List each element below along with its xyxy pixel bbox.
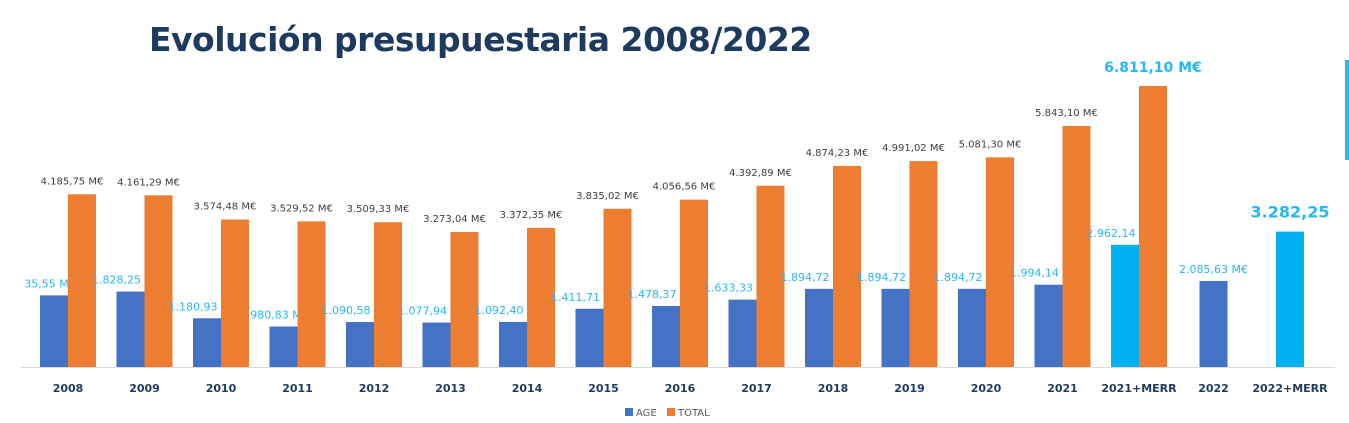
bar-total-2011 — [297, 221, 326, 367]
bar-total-2015 — [603, 208, 632, 367]
bar-total-2013 — [450, 231, 479, 367]
x-tick-label-2016: 2016 — [665, 382, 696, 395]
label-total-2015: 3.835,02 M€ — [576, 191, 639, 202]
label-total-2016: 4.056,56 M€ — [653, 182, 716, 193]
bar-total-2021+MERR — [1139, 86, 1167, 367]
bar-total-2014 — [527, 227, 555, 367]
bar-total-2021 — [1062, 125, 1091, 367]
bar-age-2016 — [652, 306, 680, 367]
x-tick-label-2011: 2011 — [282, 382, 313, 395]
label-total-2019: 4.991,02 M€ — [882, 143, 945, 154]
bar-age-2009 — [116, 291, 145, 367]
label-age-2020: 1.894,72 M€ — [934, 271, 1003, 284]
bar-total-2012 — [374, 222, 402, 367]
bar-total-2017 — [756, 185, 785, 367]
x-tick-label-2015: 2015 — [588, 382, 619, 395]
label-age-2022+MERR: 3.282,25 — [1251, 203, 1330, 222]
label-total-2010: 3.574,48 M€ — [194, 202, 257, 213]
x-tick-label-2013: 2013 — [435, 382, 466, 395]
legend-label-age: AGE — [636, 408, 657, 419]
bar-age-2022 — [1199, 280, 1228, 367]
bar-age-2018 — [805, 288, 833, 367]
label-age-2017: 1.633,33 M€ — [704, 282, 773, 295]
label-total-2021+MERR: 6.811,10 M€ — [1104, 60, 1202, 76]
x-tick-label-2014: 2014 — [512, 382, 543, 395]
label-total-2014: 3.372,35 M€ — [500, 210, 563, 221]
label-total-2009: 4.161,29 M€ — [117, 177, 180, 188]
label-age-2009: 1.828,25 M€ — [92, 274, 161, 287]
label-total-2020: 5.081,30 M€ — [959, 139, 1022, 150]
label-age-2021: 1.994,14 M€ — [1010, 267, 1079, 280]
bar-age-2021+MERR — [1111, 244, 1139, 367]
bar-age-2013 — [422, 322, 451, 367]
bar-age-2011 — [269, 326, 298, 367]
bar-age-2022+MERR — [1276, 231, 1304, 367]
label-total-2012: 3.509,33 M€ — [347, 204, 410, 215]
x-tick-label-2009: 2009 — [129, 382, 160, 395]
bar-total-2019 — [909, 161, 938, 367]
bar-total-2016 — [680, 199, 708, 367]
bar-age-2010 — [193, 318, 221, 367]
bar-total-2018 — [833, 165, 861, 367]
bar-age-2021 — [1034, 284, 1063, 367]
label-age-2016: 1.478,37 M€ — [628, 288, 697, 301]
bar-total-2008 — [68, 194, 96, 367]
bar-age-2019 — [881, 288, 910, 367]
label-age-2010: 1.180,93 M€ — [169, 300, 238, 313]
x-tick-label-2020: 2020 — [971, 382, 1002, 395]
x-tick-label-2022: 2022 — [1198, 382, 1229, 395]
x-tick-label-2012: 2012 — [359, 382, 390, 395]
x-tick-label-2017: 2017 — [741, 382, 772, 395]
x-tick-label-2010: 2010 — [206, 382, 237, 395]
label-age-2012: 1.090,58 M€ — [322, 304, 391, 317]
x-tick-label-2018: 2018 — [818, 382, 849, 395]
bar-total-2009 — [144, 195, 173, 367]
bar-total-2010 — [221, 219, 249, 367]
label-total-2008: 4.185,75 M€ — [41, 176, 104, 187]
bar-age-2008 — [40, 295, 68, 367]
x-tick-label-2022+MERR: 2022+MERR — [1252, 382, 1328, 395]
label-age-2019: 1.894,72 M€ — [857, 271, 926, 284]
label-total-2021: 5.843,10 M€ — [1035, 108, 1098, 119]
bar-total-2020 — [986, 157, 1014, 367]
bar-age-2012 — [346, 322, 374, 367]
label-age-2014: 1.092,40 M€ — [475, 304, 544, 317]
label-total-2011: 3.529,52 M€ — [270, 203, 333, 214]
label-age-2021+MERR: 2.962,14 M€ — [1087, 227, 1156, 240]
chart-title: Evolución presupuestaria 2008/2022 — [149, 20, 812, 59]
bar-age-2015 — [575, 308, 604, 367]
label-total-2017: 4.392,89 M€ — [729, 168, 792, 179]
x-tick-label-2021: 2021 — [1047, 382, 1078, 395]
decorative-rule — [1345, 60, 1349, 160]
bar-age-2020 — [958, 288, 986, 367]
label-age-2015: 1.411,71 M€ — [551, 291, 620, 304]
x-tick-label-2019: 2019 — [894, 382, 925, 395]
label-age-2013: 1.077,94 M€ — [398, 305, 467, 318]
label-total-2013: 3.273,04 M€ — [423, 214, 486, 225]
legend-label-total: TOTAL — [677, 408, 710, 419]
bar-age-2014 — [499, 321, 527, 367]
bar-age-2017 — [728, 299, 757, 367]
label-age-2018: 1.894,72 M€ — [781, 271, 850, 284]
legend-swatch-total — [667, 408, 675, 416]
label-total-2018: 4.874,23 M€ — [806, 148, 869, 159]
label-age-2022: 2.085,63 M€ — [1179, 263, 1248, 276]
label-age-2008: 35,55 M€ — [24, 277, 75, 290]
x-tick-label-2021+MERR: 2021+MERR — [1101, 382, 1177, 395]
x-tick-label-2008: 2008 — [53, 382, 84, 395]
legend-swatch-age — [625, 408, 633, 416]
label-age-2011: 980,83 M€ — [250, 309, 308, 322]
